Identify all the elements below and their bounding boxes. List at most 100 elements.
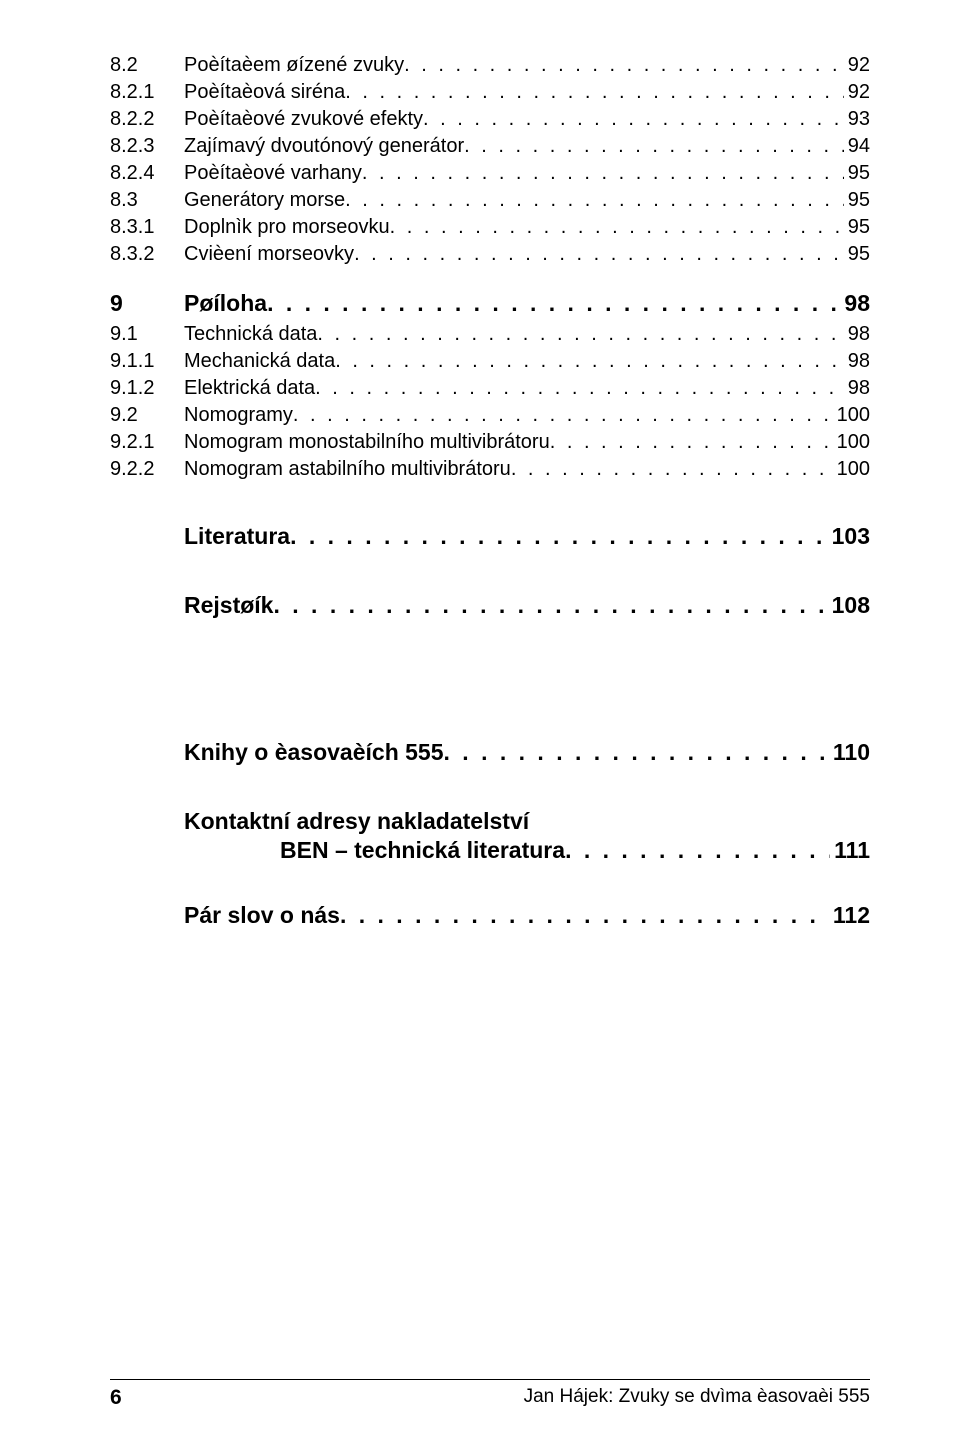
toc-leader-dots: . . . . . . . . . . . . . . . . . . . . … [340,902,829,929]
toc-label: Pøíloha [184,290,267,317]
toc-number: 9.1.2 [110,377,184,400]
toc-label: Elektrická data [184,377,315,400]
toc-entry-8-3-2: 8.3.2 Cvièení morseovky . . . . . . . . … [110,243,870,266]
toc-leader-dots: . . . . . . . . . . . . . . . . . . . . … [345,189,844,212]
toc-page: 92 [844,81,870,104]
toc-leader-dots: . . . . . . . . . . . . . . . . . . . . … [390,216,844,239]
toc-leader-dots: . . . . . . . . . . . . . . . . . . . . … [273,592,827,619]
toc-group-9: 9.1 Technická data . . . . . . . . . . .… [110,323,870,481]
toc-group-8-2: 8.2 Poèítaèem øízené zvuky . . . . . . .… [110,54,870,266]
toc-page: 103 [828,523,870,550]
toc-page: 98 [844,377,870,400]
toc-page: 100 [833,458,870,481]
toc-label: Doplnìk pro morseovku [184,216,390,239]
toc-leader-dots: . . . . . . . . . . . . . . . . . . . . … [464,135,844,158]
toc-number: 9.1.1 [110,350,184,373]
toc-label: Nomogramy [184,404,293,427]
toc-chapter-9: 9 Pøíloha . . . . . . . . . . . . . . . … [110,290,870,317]
toc-entry-9-1-2: 9.1.2 Elektrická data . . . . . . . . . … [110,377,870,400]
toc-leader-dots: . . . . . . . . . . . . . . . . . . . . … [362,162,844,185]
toc-leader-dots: . . . . . . . . . . . . . . . . . . . . … [335,350,844,373]
toc-label: Poèítaèová siréna [184,81,345,104]
toc-number: 8.3.2 [110,243,184,266]
page-footer: 6 Jan Hájek: Zvuky se dvìma èasovaèi 555 [110,1379,870,1410]
toc-page: 95 [844,216,870,239]
toc-entry-9-1-1: 9.1.1 Mechanická data . . . . . . . . . … [110,350,870,373]
toc-leader-dots: . . . . . . . . . . . . . . . . . . . . … [267,290,840,317]
toc-leader-dots: . . . . . . . . . . . . . . . . . . . . … [550,431,833,454]
toc-label: Mechanická data [184,350,335,373]
toc-page: 110 [829,739,870,766]
toc-label: Kontaktní adresy nakladatelství [184,808,529,835]
toc-entry-9-2-1: 9.2.1 Nomogram monostabilního multivibrá… [110,431,870,454]
toc-label: BEN – technická literatura [280,837,565,864]
toc-label: Nomogram monostabilního multivibrátoru [184,431,550,454]
toc-leader-dots: . . . . . . . . . . . . . . . . . . . . … [565,837,830,864]
toc-leader-dots: . . . . . . . . . . . . . . . . . . . . … [444,739,829,766]
toc-number: 8.2 [110,54,184,77]
toc-page: 111 [830,837,870,864]
toc-page: 95 [844,243,870,266]
toc-kontaktni-line1: Kontaktní adresy nakladatelství [110,808,870,835]
toc-kontaktni-adresy: Kontaktní adresy nakladatelství BEN – te… [110,808,870,864]
toc-kontaktni-line2: BEN – technická literatura . . . . . . .… [110,837,870,864]
toc-number: 8.2.4 [110,162,184,185]
toc-number: 8.2.1 [110,81,184,104]
footer-page-number: 6 [110,1386,122,1410]
toc-leader-dots: . . . . . . . . . . . . . . . . . . . . … [317,323,843,346]
toc-number: 9.2 [110,404,184,427]
toc-page: 100 [833,431,870,454]
toc-page: 94 [844,135,870,158]
toc-rejstrik: Rejstøík . . . . . . . . . . . . . . . .… [110,592,870,619]
toc-page: 112 [829,902,870,929]
toc-entry-9-2-2: 9.2.2 Nomogram astabilního multivibrátor… [110,458,870,481]
toc-leader-dots: . . . . . . . . . . . . . . . . . . . . … [345,81,844,104]
toc-entry-8-3-1: 8.3.1 Doplnìk pro morseovku . . . . . . … [110,216,870,239]
toc-label: Poèítaèem øízené zvuky [184,54,404,77]
toc-page: 93 [844,108,870,131]
toc-knihy: Knihy o èasovaèích 555 . . . . . . . . .… [110,739,870,766]
toc-number: 8.3.1 [110,216,184,239]
toc-label: Poèítaèové varhany [184,162,362,185]
toc-label: Zajímavý dvoutónový generátor [184,135,464,158]
toc-page: 108 [828,592,870,619]
toc-leader-dots: . . . . . . . . . . . . . . . . . . . . … [423,108,844,131]
toc-number: 8.2.3 [110,135,184,158]
toc-page: 92 [844,54,870,77]
toc-leader-dots: . . . . . . . . . . . . . . . . . . . . … [511,458,833,481]
toc-number: 9.1 [110,323,184,346]
toc-entry-8-2: 8.2 Poèítaèem øízené zvuky . . . . . . .… [110,54,870,77]
toc-entry-8-3: 8.3 Generátory morse . . . . . . . . . .… [110,189,870,212]
toc-entry-8-2-3: 8.2.3 Zajímavý dvoutónový generátor . . … [110,135,870,158]
toc-page: 95 [844,162,870,185]
toc-label: Knihy o èasovaèích 555 [184,739,444,766]
toc-par-slov: Pár slov o nás . . . . . . . . . . . . .… [110,902,870,929]
toc-label: Generátory morse [184,189,345,212]
toc-entry-9-2: 9.2 Nomogramy . . . . . . . . . . . . . … [110,404,870,427]
toc-label: Literatura [184,523,290,550]
toc-label: Pár slov o nás [184,902,340,929]
toc-label: Technická data [184,323,317,346]
toc-number: 9.2.1 [110,431,184,454]
toc-label: Rejstøík [184,592,273,619]
toc-label: Cvièení morseovky [184,243,354,266]
toc-entry-9-1: 9.1 Technická data . . . . . . . . . . .… [110,323,870,346]
toc-number: 8.3 [110,189,184,212]
toc-literatura: Literatura . . . . . . . . . . . . . . .… [110,523,870,550]
toc-leader-dots: . . . . . . . . . . . . . . . . . . . . … [315,377,844,400]
toc-label: Nomogram astabilního multivibrátoru [184,458,511,481]
toc-leader-dots: . . . . . . . . . . . . . . . . . . . . … [290,523,828,550]
toc-entry-8-2-2: 8.2.2 Poèítaèové zvukové efekty . . . . … [110,108,870,131]
toc-page: 98 [844,350,870,373]
toc-number: 8.2.2 [110,108,184,131]
toc-leader-dots: . . . . . . . . . . . . . . . . . . . . … [354,243,844,266]
toc-page: 98 [840,290,870,317]
toc-page: 100 [833,404,870,427]
toc-number: 9 [110,290,184,317]
toc-number: 9.2.2 [110,458,184,481]
footer-book-title: Jan Hájek: Zvuky se dvìma èasovaèi 555 [524,1386,870,1410]
toc-label: Poèítaèové zvukové efekty [184,108,423,131]
toc-leader-dots: . . . . . . . . . . . . . . . . . . . . … [293,404,833,427]
toc-page: 95 [844,189,870,212]
toc-entry-8-2-4: 8.2.4 Poèítaèové varhany . . . . . . . .… [110,162,870,185]
